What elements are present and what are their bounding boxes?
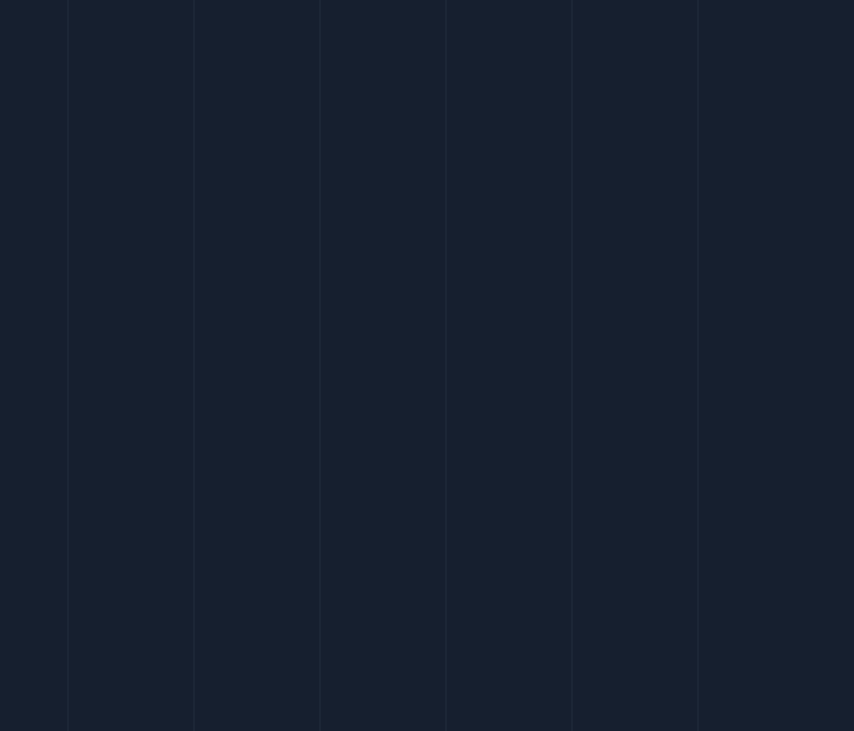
grid (67, 0, 699, 731)
